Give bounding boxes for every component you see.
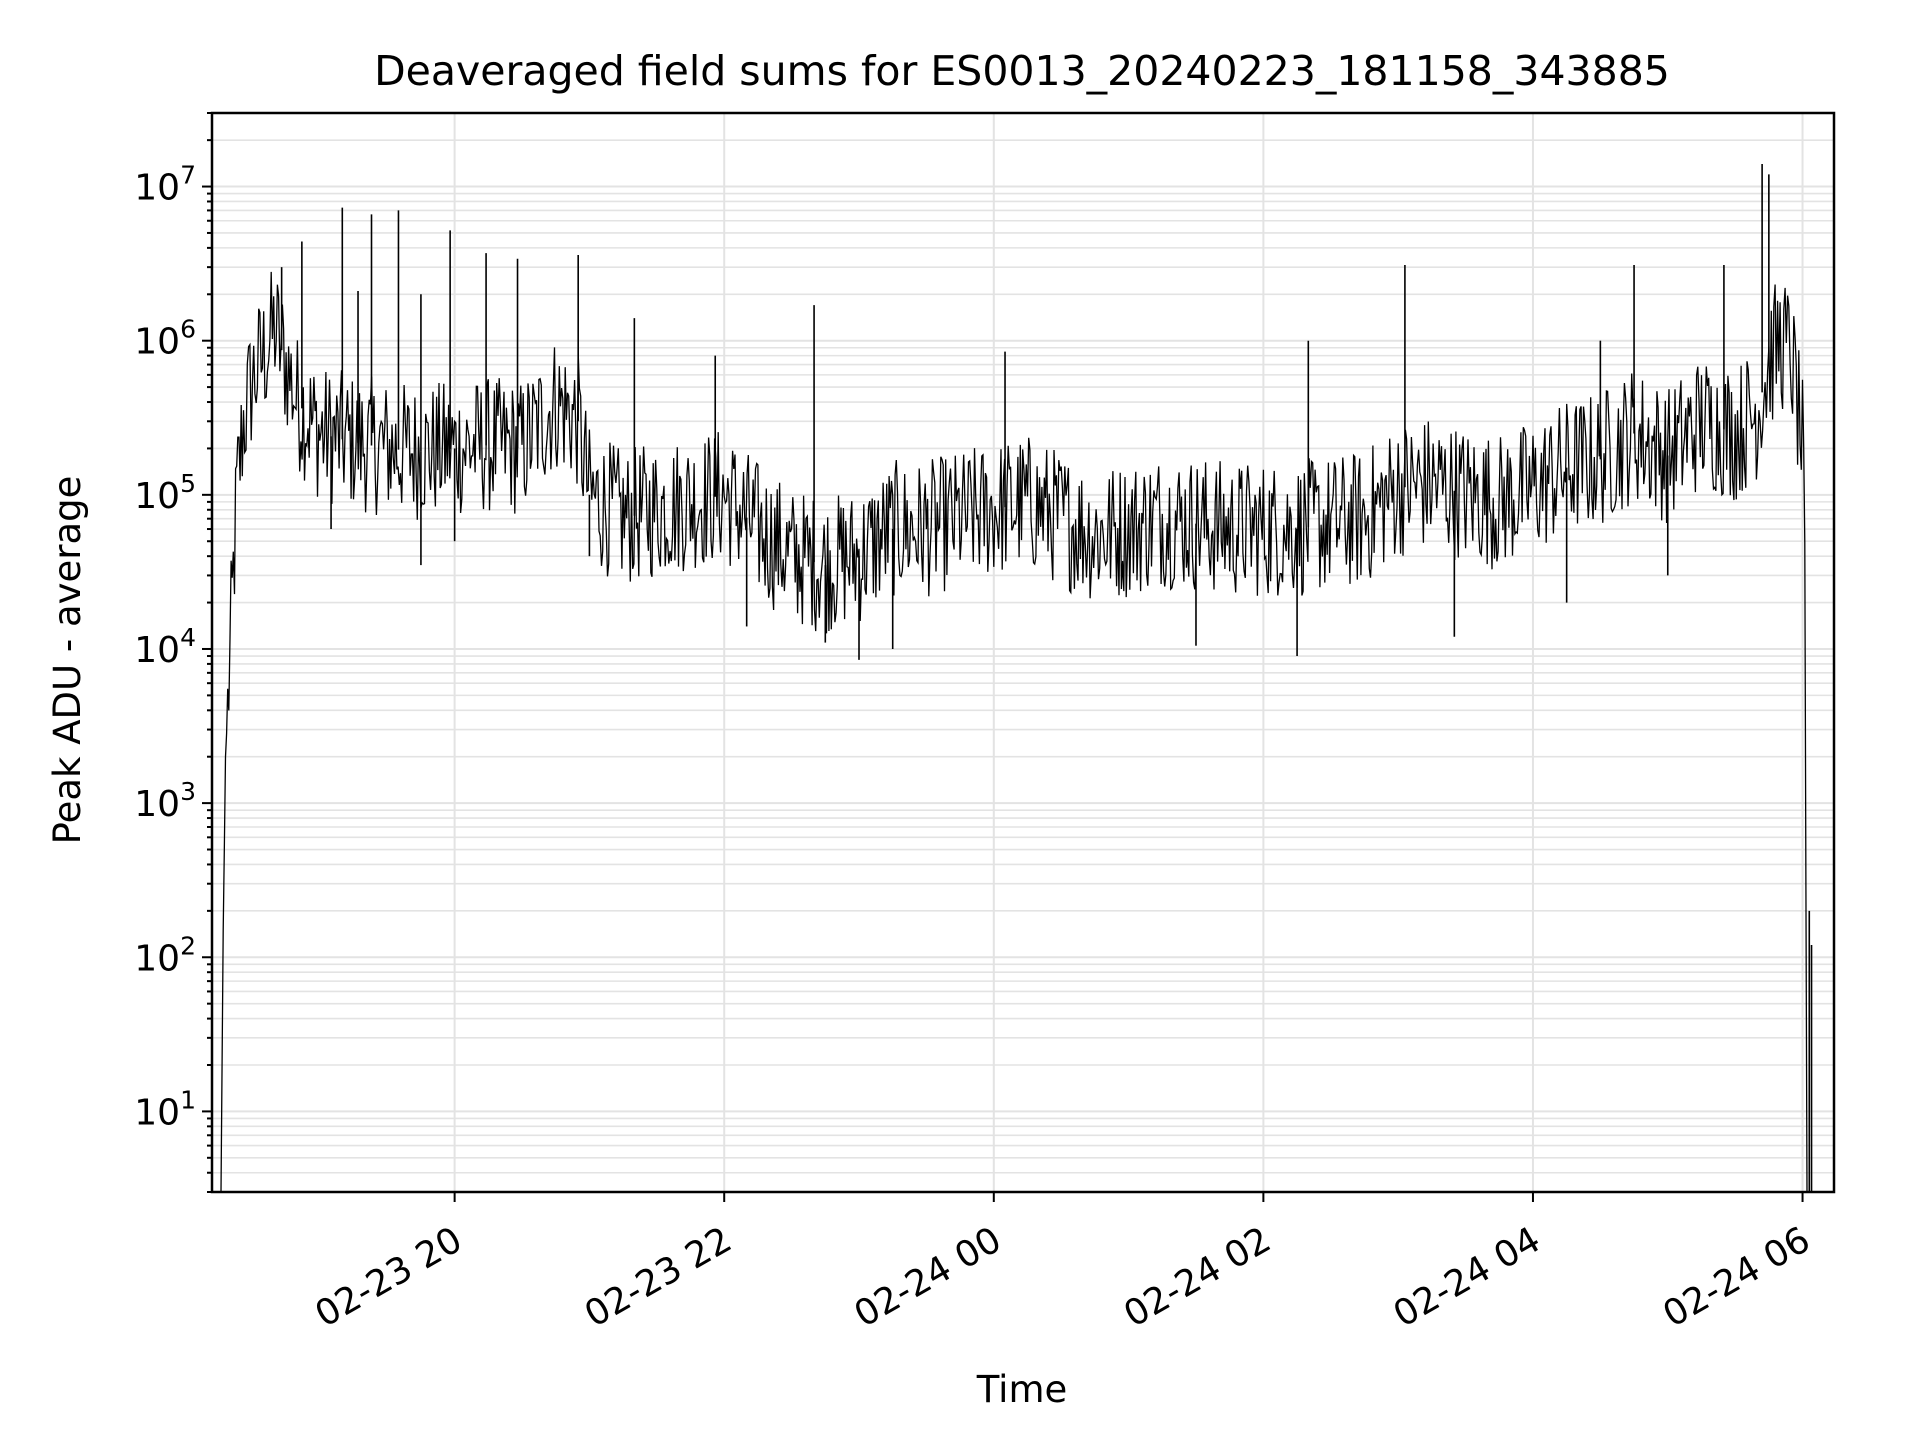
chart-title: Deaveraged field sums for ES0013_2024022… [374,47,1670,95]
grid [212,112,1834,1193]
x-axis-label: Time [976,1368,1068,1411]
y-tick-label: 102 [134,931,196,979]
y-axis-label: Peak ADU - average [46,476,89,845]
y-tick-label: 107 [134,161,196,209]
y-tick-label: 104 [134,623,196,671]
plot-frame [210,111,1836,1194]
series-line [220,271,1808,1192]
y-tick-label: 106 [134,315,196,363]
data-series [220,164,1813,1192]
y-tick-label: 103 [134,777,196,825]
y-axis: 101 102 103 104 105 106 107 [134,112,212,1193]
y-tick-label: 101 [134,1085,196,1133]
y-tick-label: 105 [134,469,196,517]
